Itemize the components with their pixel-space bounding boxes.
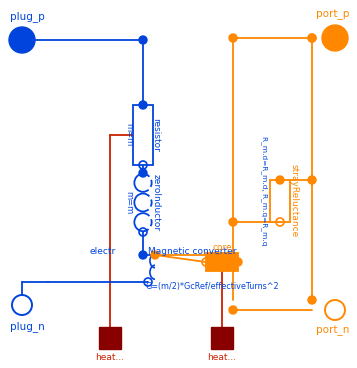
Bar bbox=[206, 253, 238, 271]
Circle shape bbox=[308, 34, 316, 42]
Text: plug_n: plug_n bbox=[10, 321, 45, 332]
Text: resistor: resistor bbox=[151, 118, 161, 152]
Circle shape bbox=[139, 251, 147, 259]
Circle shape bbox=[139, 36, 147, 44]
Circle shape bbox=[229, 306, 237, 314]
Text: port_p: port_p bbox=[316, 10, 349, 20]
Text: core: core bbox=[212, 243, 232, 251]
Text: G=(m/2)*GcRef/effectiveTurns^2: G=(m/2)*GcRef/effectiveTurns^2 bbox=[145, 282, 279, 291]
Bar bbox=[270, 180, 290, 222]
Circle shape bbox=[139, 169, 147, 177]
Text: Magnetic converter: Magnetic converter bbox=[148, 247, 236, 255]
Bar bbox=[133, 105, 153, 165]
Text: m=m: m=m bbox=[125, 191, 134, 214]
Circle shape bbox=[229, 218, 237, 226]
Bar bbox=[211, 327, 233, 349]
Circle shape bbox=[276, 176, 284, 184]
Text: strayReluctance: strayReluctance bbox=[290, 164, 298, 238]
Circle shape bbox=[229, 34, 237, 42]
Text: plug_p: plug_p bbox=[10, 11, 45, 22]
Circle shape bbox=[322, 25, 348, 51]
Circle shape bbox=[234, 258, 242, 266]
Circle shape bbox=[308, 34, 316, 42]
Circle shape bbox=[151, 251, 159, 259]
Text: m=m: m=m bbox=[125, 123, 134, 146]
Text: R_m.d=R_m.d, R_m.q=R_m.q: R_m.d=R_m.d, R_m.q=R_m.q bbox=[261, 136, 267, 246]
Text: zeroInductor: zeroInductor bbox=[151, 174, 161, 231]
Circle shape bbox=[139, 101, 147, 109]
Circle shape bbox=[229, 258, 237, 266]
Text: heat...: heat... bbox=[95, 353, 125, 362]
Circle shape bbox=[308, 296, 316, 304]
Circle shape bbox=[9, 27, 35, 53]
Bar bbox=[99, 327, 121, 349]
Text: heat...: heat... bbox=[207, 353, 237, 362]
Text: electr: electr bbox=[90, 247, 116, 255]
Circle shape bbox=[308, 176, 316, 184]
Text: port_n: port_n bbox=[316, 326, 349, 336]
